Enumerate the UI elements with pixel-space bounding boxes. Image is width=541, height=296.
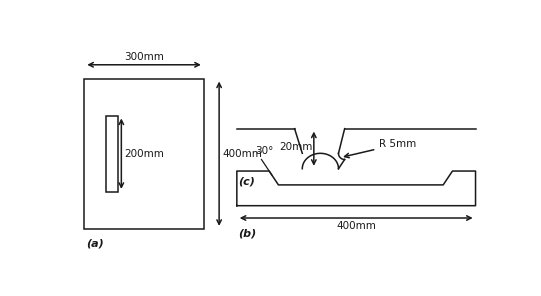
Text: (c): (c) (239, 176, 255, 186)
Text: (a): (a) (86, 238, 104, 248)
Text: R 5mm: R 5mm (345, 139, 417, 158)
Text: 400mm: 400mm (222, 149, 262, 159)
Text: 200mm: 200mm (124, 149, 164, 159)
Bar (84, 79, 204, 229)
Text: 20mm: 20mm (279, 142, 312, 152)
Text: 400mm: 400mm (337, 221, 376, 231)
Text: 300mm: 300mm (124, 52, 164, 62)
Text: (b): (b) (239, 229, 256, 239)
Polygon shape (237, 171, 476, 206)
Text: 30°: 30° (255, 147, 274, 156)
Bar (106, 116, 118, 192)
